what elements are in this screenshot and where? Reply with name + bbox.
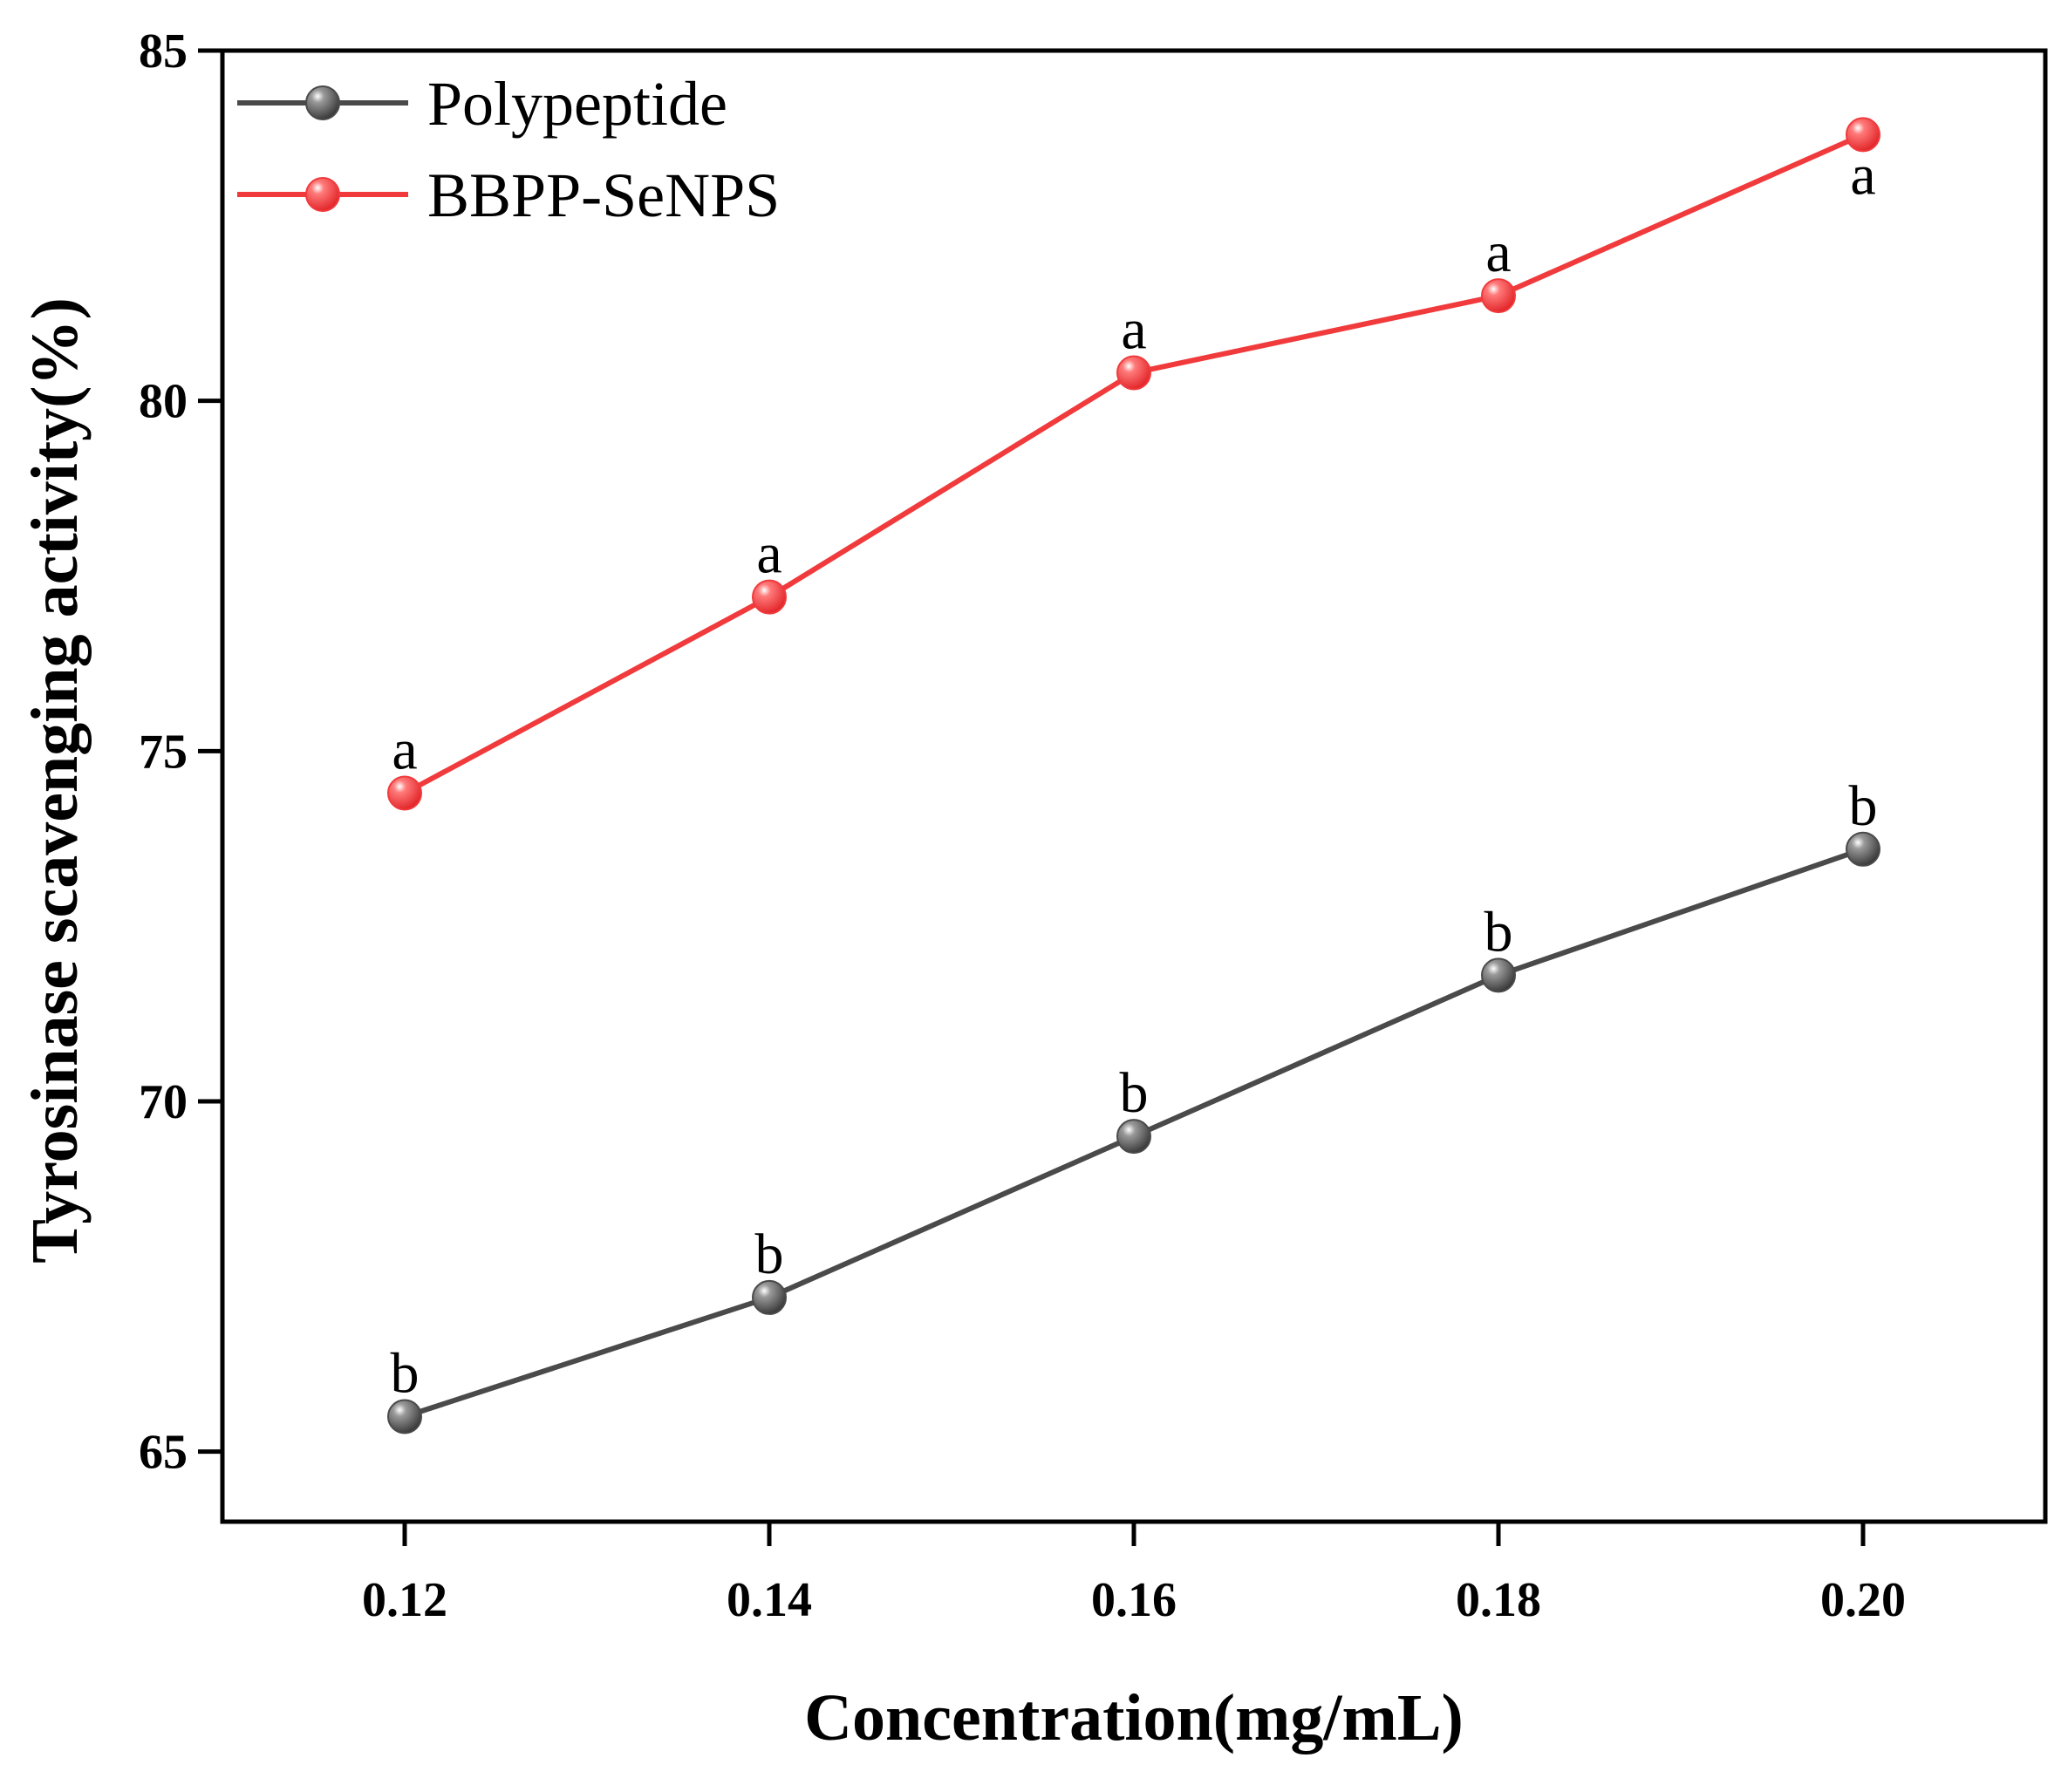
significance-label: a <box>1850 143 1875 207</box>
plot-frame <box>220 48 2048 1524</box>
significance-label: b <box>1120 1061 1149 1125</box>
y-tick-label: 85 <box>139 24 188 78</box>
data-point <box>1481 278 1516 314</box>
x-tick-label: 0.12 <box>362 1573 447 1627</box>
significance-label: a <box>1485 221 1511 284</box>
data-point <box>1481 957 1516 993</box>
x-tick-label: 0.20 <box>1820 1573 1906 1627</box>
x-tick-label: 0.16 <box>1091 1573 1177 1627</box>
significance-label: b <box>755 1223 784 1286</box>
series-polypeptide: b b b b b <box>387 774 1880 1434</box>
x-axis-title: Concentration(mg/mL) <box>804 1681 1464 1755</box>
legend-item: Polypeptide <box>237 69 727 139</box>
y-tick-label: 65 <box>139 1426 188 1480</box>
x-tick-label: 0.18 <box>1456 1573 1541 1627</box>
significance-label: b <box>1484 900 1513 964</box>
data-point <box>1846 831 1880 867</box>
significance-label: a <box>392 719 417 782</box>
legend-marker <box>305 177 340 212</box>
x-tick-label: 0.14 <box>727 1573 812 1627</box>
series-bbpp-senps: a a a a a <box>387 117 1880 811</box>
data-point <box>1116 1119 1151 1155</box>
y-tick-label: 70 <box>139 1075 188 1129</box>
legend: Polypeptide BBPP-SeNPS <box>237 69 780 230</box>
series-line <box>403 132 1865 796</box>
data-point <box>752 1279 787 1315</box>
legend-label: BBPP-SeNPS <box>427 160 780 230</box>
y-tick-label: 80 <box>139 375 188 429</box>
y-tick-label: 75 <box>139 725 188 779</box>
data-point <box>387 1399 422 1434</box>
significance-label: b <box>391 1342 420 1406</box>
y-axis-title: Tyrosinase scavenging activity(%) <box>18 297 92 1264</box>
significance-label: a <box>1121 298 1146 362</box>
axes: 65 70 75 80 85 0.12 0.14 0.16 0.18 0.20 <box>139 24 2048 1627</box>
data-point <box>1846 117 1880 153</box>
data-point <box>387 775 422 811</box>
legend-marker <box>305 85 340 120</box>
legend-item: BBPP-SeNPS <box>237 160 780 230</box>
significance-label: a <box>756 522 781 586</box>
plot-series: b b b b b a a a a a <box>387 117 1880 1434</box>
data-point <box>752 579 787 615</box>
data-point <box>1116 355 1151 391</box>
legend-label: Polypeptide <box>427 69 727 139</box>
significance-label: b <box>1849 774 1878 838</box>
